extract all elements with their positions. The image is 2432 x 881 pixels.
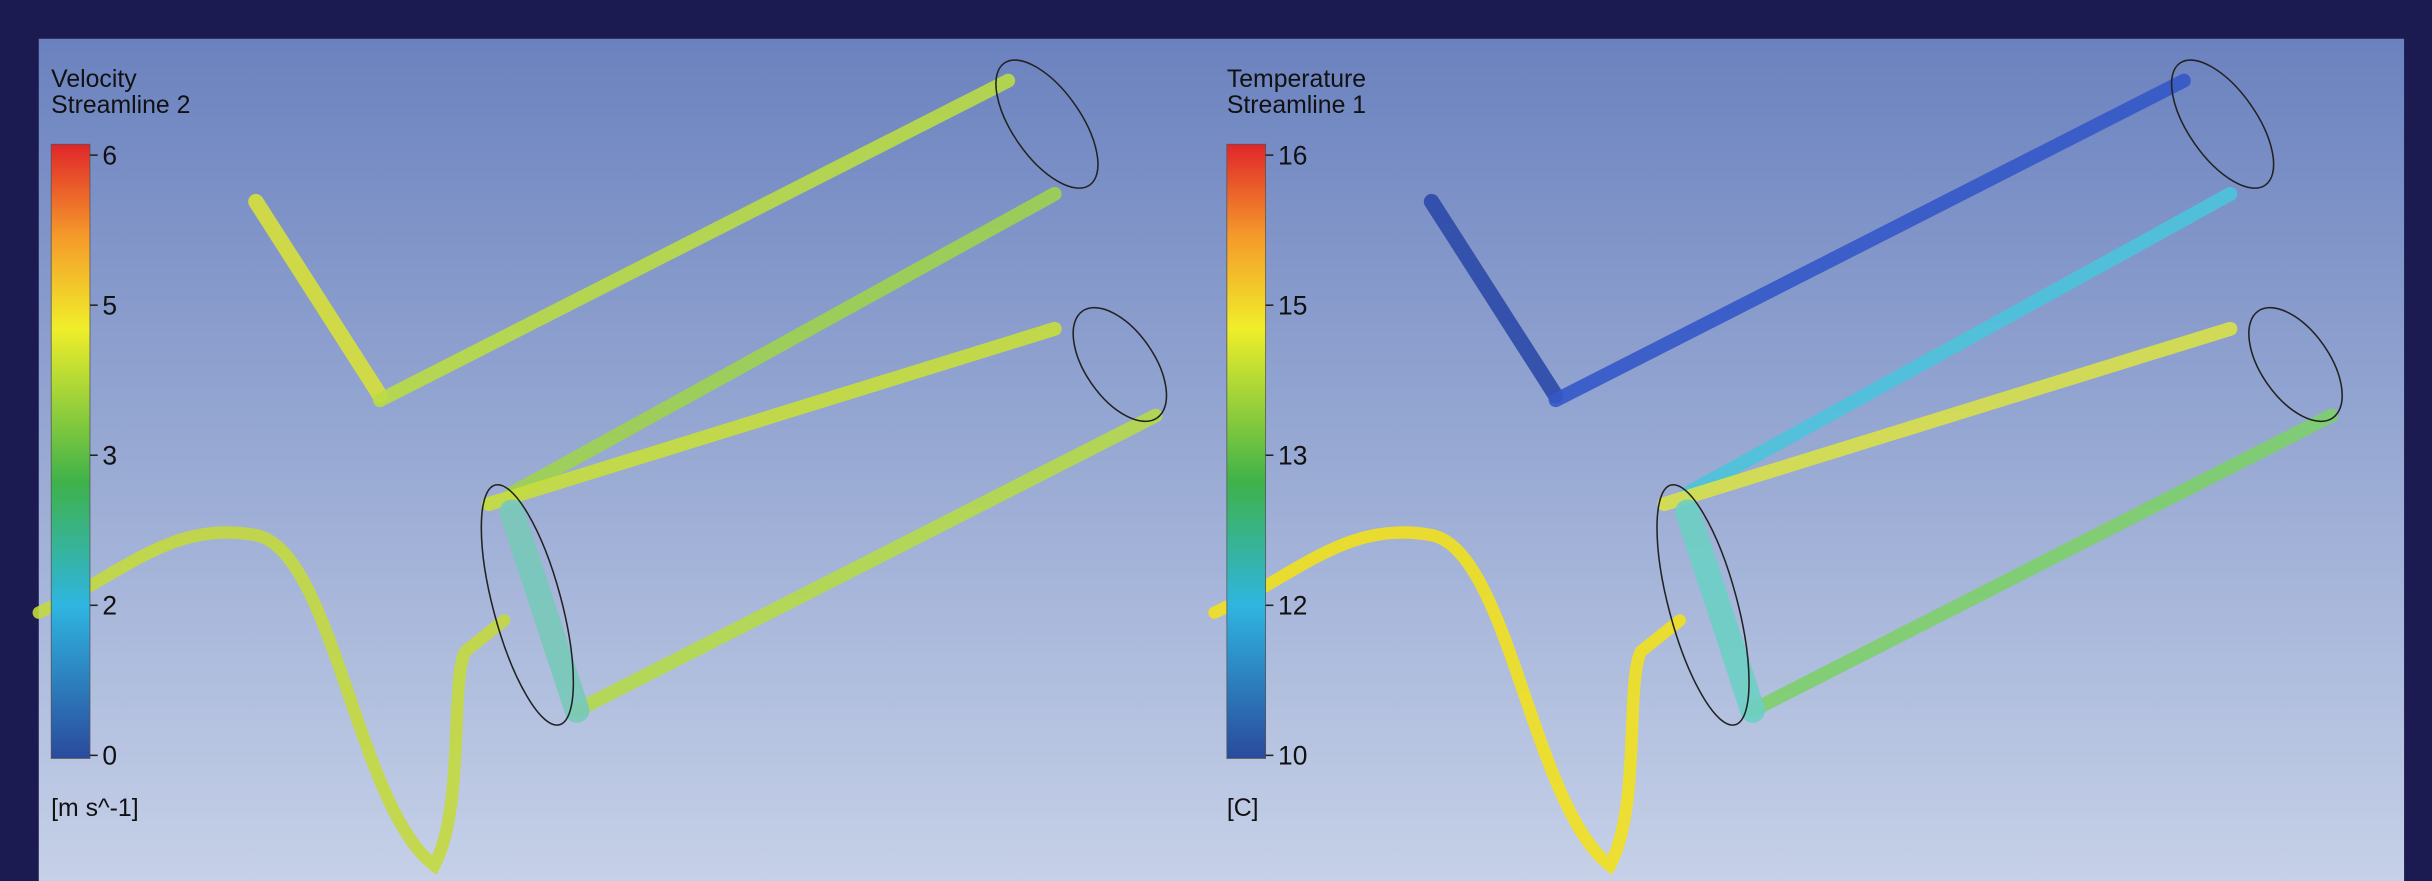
viewport — [39, 39, 2404, 881]
unit-label: [C] — [1227, 795, 1259, 822]
color-bar — [51, 144, 90, 758]
tick-label: 0 — [102, 741, 117, 771]
tick-label: 12 — [1278, 591, 1307, 621]
screenshot: VelocityStreamline 2 6 5 3 2 0 [m s^-1] Tempera… — [0, 0, 2432, 881]
unit-label: [m s^-1] — [51, 795, 138, 822]
legend-title: Temperature — [1227, 66, 1366, 93]
legend-title: Velocity — [51, 66, 137, 93]
legend-subtitle: Streamline 2 — [51, 92, 190, 119]
tick-label: 15 — [1278, 290, 1307, 320]
tick-label: 13 — [1278, 441, 1307, 471]
page: {"panels": [ {"title": "Velocity", "subt… — [0, 0, 2432, 881]
tick-label: 5 — [102, 290, 117, 320]
tick-label: 16 — [1278, 140, 1307, 170]
tick-label: 6 — [102, 140, 117, 170]
color-bar — [1227, 144, 1266, 758]
tick-label: 3 — [102, 441, 117, 471]
tick-label: 10 — [1278, 741, 1307, 771]
tick-label: 2 — [102, 591, 117, 621]
legend-subtitle: Streamline 1 — [1227, 92, 1366, 119]
